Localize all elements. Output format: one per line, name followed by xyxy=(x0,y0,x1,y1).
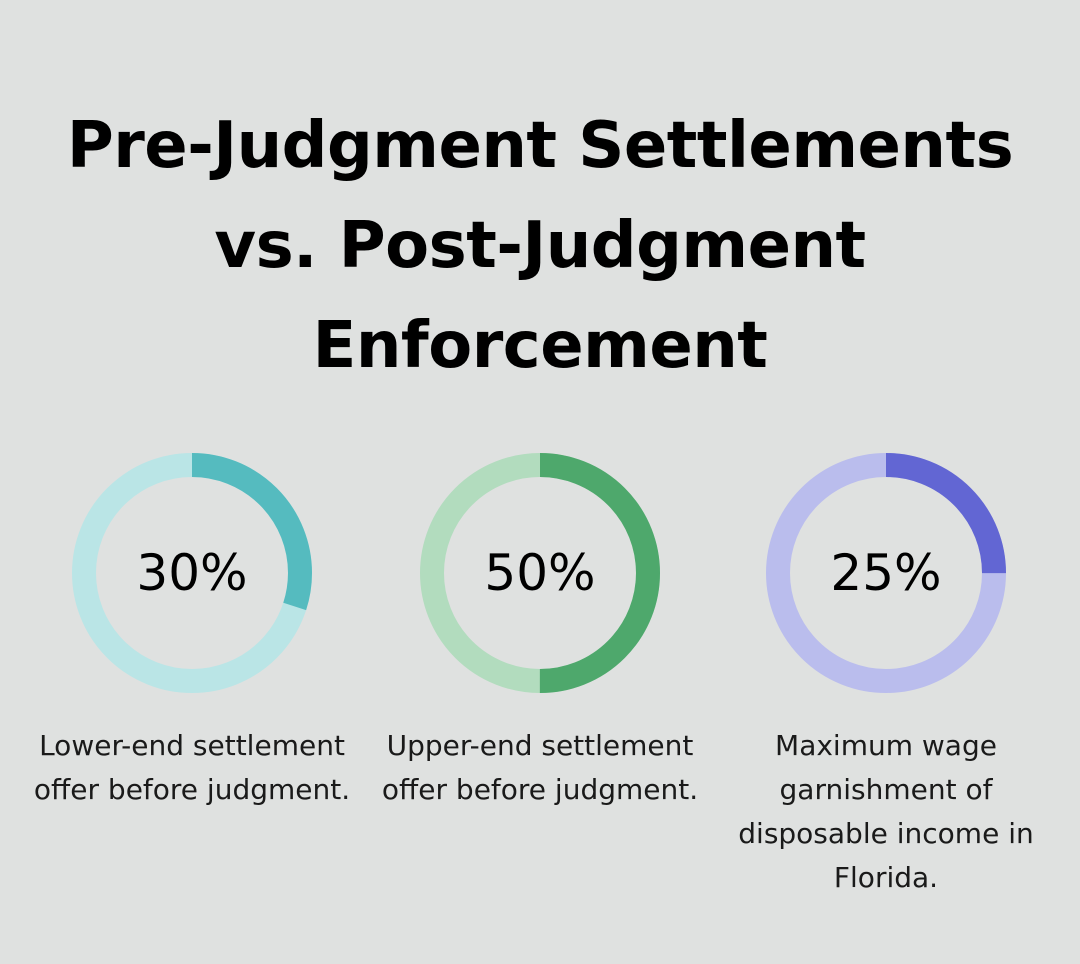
chart-title: Pre-Judgment Settlements vs. Post-Judgme… xyxy=(66,109,1014,383)
stat-card-2: 25% Maximum wage garnishment of disposab… xyxy=(716,448,1056,900)
donut-value-label-1: 50% xyxy=(484,544,595,602)
donut-value-label-2: 25% xyxy=(830,544,941,602)
stat-description-1: Upper-end settlement offer before judgme… xyxy=(381,729,699,806)
stat-card-0: 30% Lower-end settlement offer before ju… xyxy=(22,448,362,812)
stat-card-1: 50% Upper-end settlement offer before ju… xyxy=(370,448,710,812)
donut-chart-0: 30% xyxy=(72,453,312,693)
stat-description-2: Maximum wage garnishment of disposable i… xyxy=(738,729,1034,894)
donut-segment-0 xyxy=(72,453,312,693)
donut-chart-1: 50% xyxy=(420,453,660,693)
stat-description-0: Lower-end settlement offer before judgme… xyxy=(33,729,351,806)
donut-segment-2 xyxy=(766,453,1006,693)
donut-value-label-0: 30% xyxy=(136,544,247,602)
donut-segment-1 xyxy=(420,453,660,693)
donut-chart-2: 25% xyxy=(766,453,1006,693)
